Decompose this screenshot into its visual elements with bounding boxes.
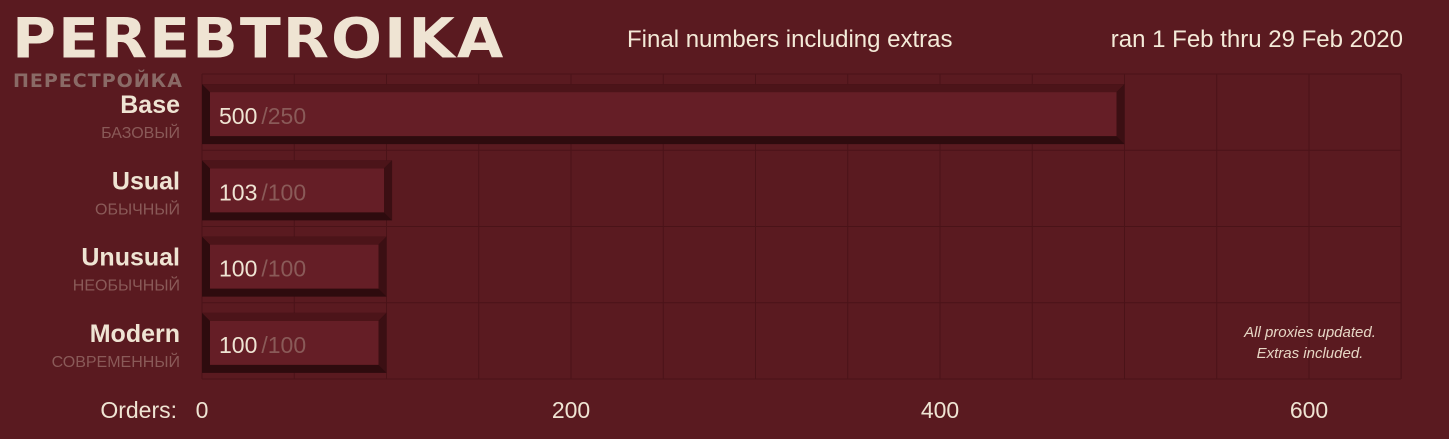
bar-bevel-top — [202, 236, 387, 245]
category-label: Base — [120, 91, 180, 119]
x-tick-label: 600 — [1290, 397, 1328, 423]
bar-value: 100 — [219, 256, 257, 282]
bar-bevel-right — [1116, 84, 1125, 145]
bar — [210, 168, 385, 213]
bar-value: 100 — [219, 332, 257, 358]
bar-target: /250 — [261, 103, 306, 129]
date-range: ran 1 Feb thru 29 Feb 2020 — [1110, 26, 1403, 53]
chart-subtitle: Final numbers including extras — [627, 26, 953, 53]
category-label-ru: СОВРЕМЕННЫЙ — [52, 352, 180, 371]
bar-target: /100 — [261, 332, 306, 358]
x-tick-label: 0 — [196, 397, 209, 423]
bar-bevel-right — [384, 160, 393, 221]
bar-bevel-right — [378, 236, 387, 297]
x-tick-label: 200 — [552, 397, 590, 423]
footnote-line-1: All proxies updated. — [1244, 324, 1376, 341]
footnote: All proxies updated. Extras included. — [1200, 322, 1420, 364]
bar — [210, 92, 1117, 137]
bar-value-label: 500/250 — [219, 103, 306, 129]
bar-bevel-top — [202, 160, 393, 169]
category-label-ru: ОБЫЧНЫЙ — [95, 199, 180, 218]
category-label-ru: БАЗОВЫЙ — [101, 123, 180, 142]
bar-value-label: 100/100 — [219, 332, 306, 358]
logo-subtitle: ПЕРЕСТРОЙКА — [13, 70, 183, 92]
bar-bevel-top — [202, 84, 1125, 93]
bar-target: /100 — [261, 256, 306, 282]
category-label: Usual — [112, 167, 180, 195]
bar-value-label: 100/100 — [219, 256, 306, 282]
bar-bevel-right — [378, 312, 387, 373]
bar-value: 103 — [219, 179, 257, 205]
bar — [210, 320, 379, 365]
category-label: Modern — [90, 320, 180, 348]
bar — [210, 244, 379, 289]
bar-value-label: 103/100 — [219, 179, 306, 205]
bar-value: 500 — [219, 103, 257, 129]
logo: PEREBTROIKA — [12, 6, 506, 72]
bar-bevel-top — [202, 312, 387, 321]
x-tick-label: 400 — [921, 397, 959, 423]
x-axis-label: Orders: — [100, 397, 177, 423]
bar-target: /100 — [261, 179, 306, 205]
category-label: Unusual — [81, 244, 180, 272]
footnote-line-2: Extras included. — [1256, 345, 1364, 362]
category-label-ru: НЕОБЫЧНЫЙ — [73, 276, 180, 295]
